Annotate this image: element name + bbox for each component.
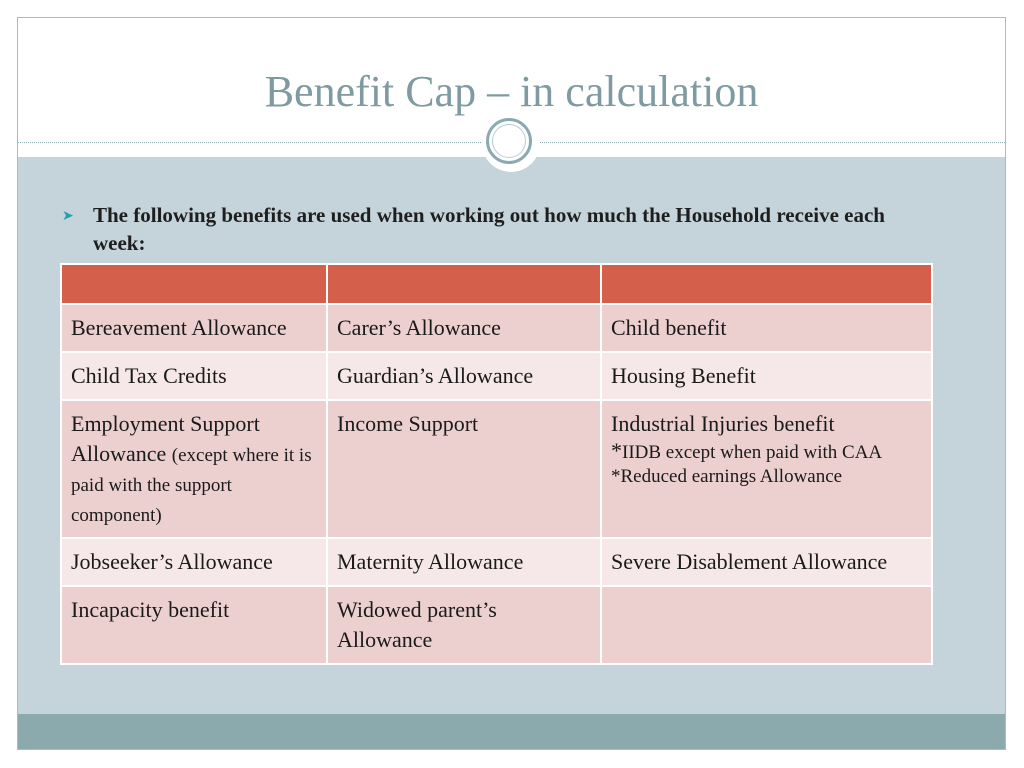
table-cell: Maternity Allowance <box>326 537 602 587</box>
table-cell: Employment Support Allowance (except whe… <box>60 399 328 539</box>
table-cell: Bereavement Allowance <box>60 303 328 353</box>
table-cell: Income Support <box>326 399 602 539</box>
footer-bar <box>18 714 1005 749</box>
table-header-cell <box>326 263 602 305</box>
slide: Benefit Cap – in calculation ➤ The follo… <box>17 17 1006 750</box>
table-header-row <box>60 263 933 305</box>
cell-main-text: Industrial Injuries benefit <box>611 411 835 436</box>
table-cell <box>600 585 933 665</box>
table-cell: Incapacity benefit <box>60 585 328 665</box>
cell-note-text: (except where it is paid with the suppor… <box>71 445 312 526</box>
table-cell: Industrial Injuries benefit *IIDB except… <box>600 399 933 539</box>
table-cell: Widowed parent’s Allowance <box>326 585 602 665</box>
table-row: Employment Support Allowance (except whe… <box>60 399 933 539</box>
bullet-point: ➤ The following benefits are used when w… <box>62 201 942 257</box>
note-asterisk: * <box>611 438 622 463</box>
table-cell: Child Tax Credits <box>60 351 328 401</box>
table-cell: Carer’s Allowance <box>326 303 602 353</box>
cell-note: *IIDB except when paid with CAA <box>611 439 923 465</box>
table-cell: Jobseeker’s Allowance <box>60 537 328 587</box>
table-cell: Child benefit <box>600 303 933 353</box>
slide-title: Benefit Cap – in calculation <box>264 67 759 116</box>
table-cell: Housing Benefit <box>600 351 933 401</box>
circle-ornament-inner-icon <box>492 124 526 158</box>
table-header-cell <box>60 263 328 305</box>
table-cell: Guardian’s Allowance <box>326 351 602 401</box>
arrow-bullet-icon: ➤ <box>62 209 74 224</box>
benefits-table: Bereavement Allowance Carer’s Allowance … <box>60 263 933 665</box>
bullet-text: The following benefits are used when wor… <box>93 203 885 255</box>
table-row: Incapacity benefit Widowed parent’s Allo… <box>60 585 933 665</box>
table-row: Child Tax Credits Guardian’s Allowance H… <box>60 351 933 401</box>
table-header-cell <box>600 263 933 305</box>
cell-main-text: Employment Support Allowance <box>71 411 260 466</box>
table-row: Jobseeker’s Allowance Maternity Allowanc… <box>60 537 933 587</box>
table-cell: Severe Disablement Allowance <box>600 537 933 587</box>
cell-note-text: IIDB except when paid with CAA <box>622 442 883 463</box>
table-row: Bereavement Allowance Carer’s Allowance … <box>60 303 933 353</box>
cell-note-text: *Reduced earnings Allowance <box>611 466 843 487</box>
